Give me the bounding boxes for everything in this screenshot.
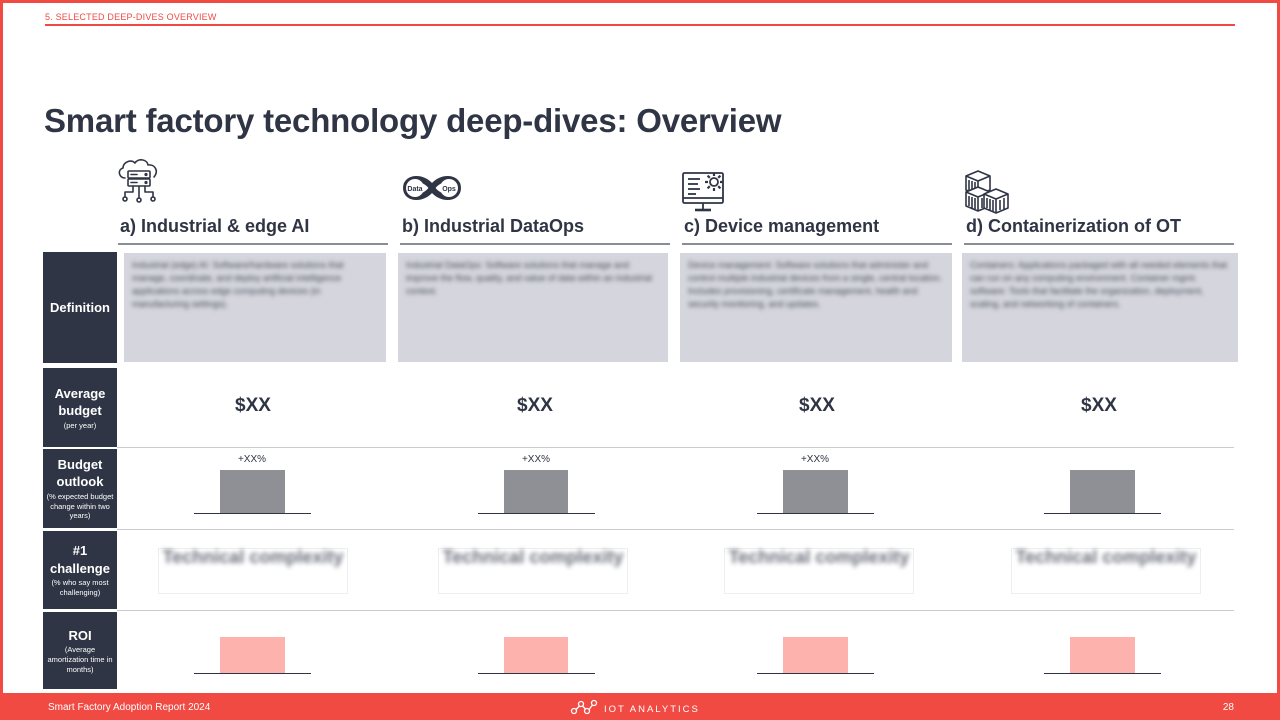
column-heading-industrial-edge-ai: a) Industrial & edge AI [120, 216, 310, 236]
budget-value-device-management: $XX [799, 395, 835, 416]
outlook-label-device-management: +XX% [800, 454, 830, 465]
challenge-text-industrial-edge-ai: Technical complexity [162, 547, 344, 567]
page-title: Smart factory technology deep-dives: Ove… [44, 102, 782, 139]
definition-text: Containers: Applications packaged with a… [970, 260, 1228, 310]
footer-page-number: 28 [1222, 702, 1234, 713]
outlook-baseline [1044, 513, 1161, 514]
footer-bar: Smart Factory Adoption Report 2024 IOT A… [0, 693, 1280, 720]
dataops-loop-icon: Data Ops [398, 168, 466, 208]
section-label: 5. SELECTED DEEP-DIVES OVERVIEW [45, 12, 217, 22]
roi-bar-industrial-dataops [504, 637, 568, 673]
row-label-main: ROI [68, 627, 92, 643]
row-label-sub: (per year) [63, 420, 97, 430]
row-label-average-budget: Average budget (per year) [43, 368, 117, 447]
row-label-definition: Definition [43, 252, 117, 363]
challenge-box [724, 548, 914, 594]
dataops-ops-text: Ops [442, 186, 456, 193]
row-label-main: #1 challenge [50, 543, 110, 576]
outlook-bar-industrial-edge-ai [220, 470, 285, 513]
monitor-gear-icon [680, 168, 728, 216]
footer-report-name: Smart Factory Adoption Report 2024 [48, 702, 211, 713]
row-separator [117, 529, 1234, 530]
challenge-box [1011, 548, 1201, 594]
footer-brand-text: IOT ANALYTICS [604, 704, 700, 715]
roi-baseline [194, 673, 311, 674]
definition-text: Industrial (edge) AI: Software/hardware … [132, 260, 344, 310]
challenge-text-device-management: Technical complexity [728, 547, 910, 567]
row-label-budget-outlook: Budget outlook (% expected budget change… [43, 449, 117, 528]
roi-bar-containerization [1070, 637, 1135, 673]
outlook-bar-device-management [783, 470, 848, 513]
row-separator [117, 610, 1234, 611]
row-label-main: Budget outlook [56, 456, 104, 490]
cloud-server-icon [113, 156, 165, 208]
column-heading-rule [118, 243, 388, 245]
row-label-top-challenge: #1 challenge (% who say most challenging… [43, 531, 117, 609]
column-heading-device-management: c) Device management [684, 216, 880, 236]
challenge-text-containerization: Technical complexity [1015, 547, 1197, 567]
definition-box-containerization: Containers: Applications packaged with a… [962, 253, 1238, 362]
outlook-bar-containerization [1070, 470, 1135, 513]
challenge-text-industrial-dataops: Technical complexity [442, 547, 624, 567]
roi-bar-device-management [783, 637, 848, 673]
row-label-sub: (Average amortization time in months) [47, 645, 113, 674]
column-heading-rule [682, 243, 952, 245]
definition-box-device-management: Device management: Software solutions th… [680, 253, 952, 362]
outlook-baseline [757, 513, 874, 514]
outlook-bar-industrial-dataops [504, 470, 568, 513]
row-label-main: Average budget [54, 385, 106, 419]
row-label-sub: (% expected budget change within two yea… [46, 491, 114, 521]
row-label-sub: (% who say most challenging) [51, 578, 109, 598]
column-heading-industrial-dataops: b) Industrial DataOps [402, 216, 585, 236]
budget-value-containerization: $XX [1081, 395, 1117, 416]
containers-icon [962, 168, 1012, 218]
definition-text: Device management: Software solutions th… [688, 260, 943, 310]
dataops-data-text: Data [407, 186, 422, 193]
column-heading-containerization: d) Containerization of OT [966, 216, 1181, 236]
definition-text: Industrial DataOps: Software solutions t… [406, 260, 652, 297]
footer-brand: IOT ANALYTICS [570, 698, 700, 720]
challenge-box [438, 548, 628, 594]
iot-analytics-logo-icon [570, 698, 598, 720]
roi-baseline [757, 673, 874, 674]
roi-bar-industrial-edge-ai [220, 637, 285, 673]
definition-box-industrial-edge-ai: Industrial (edge) AI: Software/hardware … [124, 253, 386, 362]
section-divider [45, 24, 1235, 26]
row-label-main: Definition [50, 299, 110, 315]
outlook-baseline [194, 513, 311, 514]
budget-value-industrial-dataops: $XX [517, 395, 553, 416]
outlook-baseline [478, 513, 595, 514]
roi-baseline [478, 673, 595, 674]
roi-baseline [1044, 673, 1161, 674]
column-heading-rule [400, 243, 670, 245]
outlook-label-industrial-dataops: +XX% [521, 454, 551, 465]
outlook-label-industrial-edge-ai: +XX% [237, 454, 267, 465]
definition-box-industrial-dataops: Industrial DataOps: Software solutions t… [398, 253, 668, 362]
row-separator [117, 447, 1234, 448]
column-heading-rule [964, 243, 1234, 245]
row-label-roi: ROI (Average amortization time in months… [43, 612, 117, 689]
challenge-box [158, 548, 348, 594]
budget-value-industrial-edge-ai: $XX [235, 395, 271, 416]
